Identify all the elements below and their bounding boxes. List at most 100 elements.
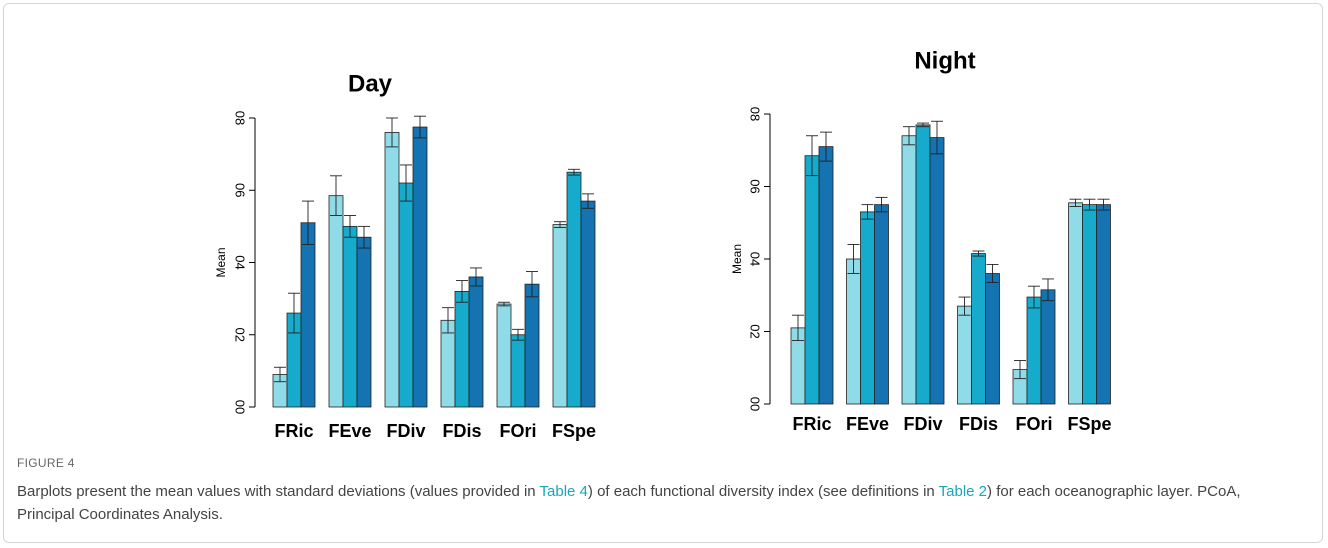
error-bar: [456, 280, 468, 303]
x-tick-label: FEve: [328, 421, 371, 441]
y-tick-label: 02: [233, 328, 248, 342]
bar: [860, 211, 875, 405]
error-bar: [288, 292, 300, 334]
y-tick-label: 00: [748, 397, 763, 411]
error-bar: [414, 115, 426, 139]
y-tick-label: 04: [748, 252, 763, 266]
figure-charts: Day Mean 00 02 04 06 08 FRic FEve FDiv FDis FOri FSp…: [214, 47, 1111, 441]
error-bar: [820, 131, 832, 162]
bar: [985, 273, 1000, 405]
error-bar: [986, 263, 999, 284]
bar: [356, 236, 372, 408]
bar: [874, 204, 889, 405]
error-bar: [1014, 360, 1026, 380]
error-bar: [386, 117, 398, 148]
x-tick-label: FSpe: [1067, 414, 1111, 434]
y-tick-label: 04: [233, 255, 248, 269]
error-bar: [568, 168, 580, 176]
x-tick-label: FRic: [792, 414, 831, 434]
figure-frame: [3, 3, 1323, 543]
bar: [901, 135, 917, 405]
bar: [915, 124, 931, 405]
error-bar: [972, 250, 985, 257]
bar: [454, 290, 470, 408]
bar: [412, 126, 428, 408]
caption-text: Barplots present the mean values with st…: [17, 483, 540, 500]
x-tick-label: FSpe: [552, 421, 596, 441]
bar: [1026, 296, 1042, 405]
error-bar: [917, 122, 929, 128]
bar: [818, 146, 834, 405]
error-bar: [1069, 198, 1082, 207]
bar: [929, 137, 945, 405]
y-tick-label: 02: [748, 324, 763, 338]
error-bar: [1028, 285, 1040, 309]
bar: [496, 303, 512, 408]
bar: [1096, 204, 1111, 405]
y-tick-label: 06: [748, 179, 763, 193]
x-tick-label: FOri: [1015, 414, 1052, 434]
x-tick-label: FDiv: [386, 421, 425, 441]
y-tick-label: 08: [748, 107, 763, 121]
bar: [846, 258, 861, 405]
caption-text: ) of each functional diversity index (se…: [587, 483, 939, 500]
error-bar: [470, 267, 482, 287]
bar: [342, 225, 358, 408]
x-tick-label: FOri: [499, 421, 536, 441]
error-bar: [302, 200, 314, 245]
bar: [566, 171, 582, 408]
error-bar: [958, 296, 971, 316]
y-axis-label: Mean: [214, 247, 228, 277]
bar: [398, 182, 414, 408]
error-bar: [526, 271, 538, 298]
x-tick-label: FRic: [274, 421, 313, 441]
bar: [300, 222, 316, 408]
bar: [510, 334, 526, 408]
error-bar: [861, 204, 874, 220]
error-bar: [582, 193, 594, 209]
x-tick-label: FDis: [442, 421, 481, 441]
y-tick-label: 00: [233, 400, 248, 414]
error-bar: [1042, 278, 1054, 302]
figure-caption: Barplots present the mean values with st…: [17, 480, 1257, 526]
figure-label: FIGURE 4: [17, 456, 75, 470]
table-link[interactable]: Table 2: [938, 483, 988, 500]
bar: [971, 253, 986, 405]
chart-title: Day: [348, 70, 393, 97]
chart-title: Night: [914, 47, 975, 74]
bar: [328, 195, 344, 408]
bar: [1040, 289, 1056, 405]
error-bar: [847, 244, 860, 274]
bar: [524, 283, 540, 408]
bar: [804, 155, 820, 405]
error-bar: [1097, 198, 1110, 211]
bar: [468, 276, 484, 408]
error-bar: [875, 196, 888, 213]
error-bar: [554, 221, 566, 228]
error-bar: [512, 328, 524, 341]
bar: [957, 305, 972, 405]
table-link[interactable]: Table 4: [539, 483, 588, 500]
error-bar: [274, 366, 286, 383]
y-tick-label: 08: [233, 111, 248, 125]
error-bar: [806, 135, 818, 177]
error-bar: [400, 164, 412, 202]
caption-text: ) for each oceanographic layer. PCoA, Pr…: [17, 483, 1241, 523]
x-tick-label: FEve: [846, 414, 889, 434]
y-tick-label: 06: [233, 183, 248, 197]
error-bar: [1083, 198, 1096, 211]
error-bar: [330, 175, 342, 216]
error-bar: [931, 120, 943, 155]
x-tick-label: FDis: [959, 414, 998, 434]
bar: [384, 132, 400, 408]
bar: [1068, 202, 1083, 405]
error-bar: [792, 314, 804, 342]
x-tick-label: FDiv: [903, 414, 942, 434]
error-bar: [344, 215, 356, 238]
bar: [1082, 204, 1097, 405]
error-bar: [903, 126, 915, 146]
y-axis-label: Mean: [730, 244, 744, 274]
error-bar: [498, 301, 510, 307]
bar: [580, 200, 596, 408]
